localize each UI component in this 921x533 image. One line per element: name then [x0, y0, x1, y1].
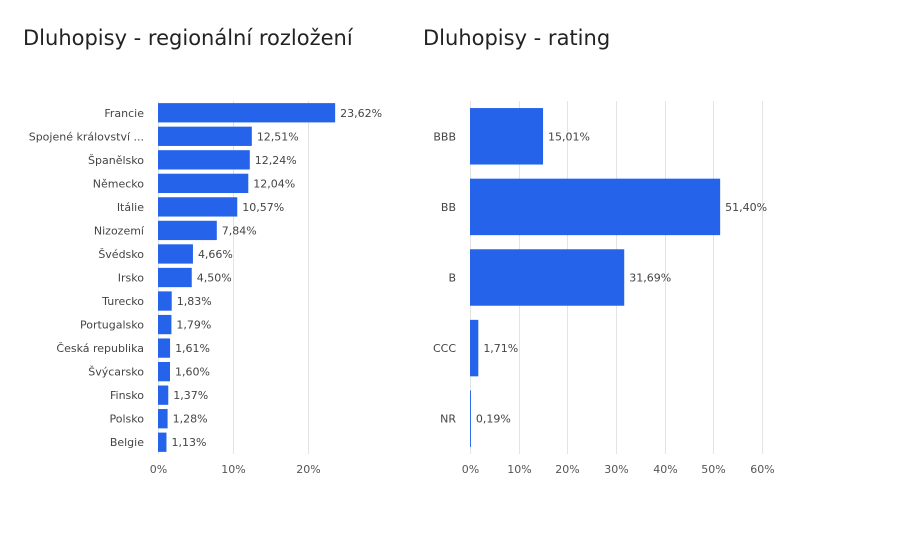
rating-data-label: 15,01%	[548, 130, 590, 143]
region-data-label: 12,51%	[257, 130, 299, 143]
region-category-label: Švýcarsko	[88, 366, 144, 379]
region-data-label: 23,62%	[340, 107, 382, 120]
rating-data-label: 1,71%	[483, 342, 518, 355]
region-data-label: 10,57%	[242, 201, 284, 214]
region-data-label: 1,37%	[173, 389, 208, 402]
region-category-label: Portugalsko	[80, 319, 144, 332]
region-category-label: Španělsko	[88, 154, 144, 167]
region-x-tick-label: 10%	[221, 463, 245, 476]
rating-data-label: 0,19%	[476, 413, 511, 426]
rating-category-label: NR	[440, 413, 456, 426]
rating-bar	[470, 249, 625, 306]
region-data-label: 1,83%	[177, 295, 212, 308]
region-data-label: 7,84%	[222, 224, 257, 237]
rating-category-label: BBB	[433, 130, 456, 143]
chart-title-rating: Dluhopisy - rating	[423, 26, 611, 50]
region-data-label: 12,24%	[255, 154, 297, 167]
region-category-label: Irsko	[118, 272, 144, 285]
region-category-label: Polsko	[110, 413, 145, 426]
rating-x-tick-label: 50%	[701, 463, 725, 476]
chart-title-regions: Dluhopisy - regionální rozložení	[23, 26, 353, 50]
region-category-label: Turecko	[101, 295, 144, 308]
region-bar	[158, 103, 336, 123]
region-bar	[158, 220, 217, 241]
region-bar	[158, 409, 168, 429]
rating-bar	[470, 178, 721, 236]
rating-x-tick-label: 0%	[462, 463, 479, 476]
region-bar	[158, 197, 238, 217]
rating-x-tick-label: 40%	[653, 463, 677, 476]
region-bar	[158, 150, 250, 170]
region-category-label: Spojené království ...	[29, 130, 144, 143]
rating-bar	[470, 319, 479, 377]
rating-bar	[470, 108, 544, 165]
region-bar	[158, 291, 172, 311]
region-data-label: 4,66%	[198, 248, 233, 261]
region-category-label: Švédsko	[98, 248, 144, 261]
region-bar	[158, 385, 169, 405]
rating-bar	[470, 390, 471, 447]
region-category-label: Itálie	[117, 201, 144, 214]
region-data-label: 1,28%	[173, 413, 208, 426]
rating-x-tick-label: 60%	[750, 463, 774, 476]
rating-data-label: 51,40%	[725, 201, 767, 214]
rating-category-label: CCC	[433, 342, 456, 355]
rating-data-label: 31,69%	[629, 272, 671, 285]
region-data-label: 1,13%	[171, 436, 206, 449]
rating-x-tick-label: 30%	[604, 463, 628, 476]
region-data-label: 1,60%	[175, 366, 210, 379]
rating-category-label: B	[448, 272, 456, 285]
region-category-label: Belgie	[110, 436, 144, 449]
rating-category-label: BB	[441, 201, 456, 214]
region-category-label: Nizozemí	[94, 224, 145, 237]
region-bar	[158, 314, 172, 335]
region-category-label: Česká republika	[56, 342, 144, 355]
region-data-label: 4,50%	[197, 272, 232, 285]
region-x-tick-label: 20%	[296, 463, 320, 476]
region-bar	[158, 173, 249, 194]
region-bar	[158, 338, 171, 358]
region-bar	[158, 361, 170, 382]
region-data-label: 12,04%	[253, 177, 295, 190]
region-x-tick-label: 0%	[150, 463, 167, 476]
region-bar	[158, 432, 167, 452]
region-category-label: Finsko	[110, 389, 144, 402]
region-category-label: Francie	[104, 107, 144, 120]
region-bar	[158, 267, 192, 288]
rating-x-tick-label: 10%	[507, 463, 531, 476]
region-category-label: Německo	[93, 177, 145, 190]
region-bar	[158, 244, 193, 264]
region-bar	[158, 126, 252, 146]
region-data-label: 1,61%	[175, 342, 210, 355]
rating-x-tick-label: 20%	[555, 463, 579, 476]
region-data-label: 1,79%	[176, 319, 211, 332]
